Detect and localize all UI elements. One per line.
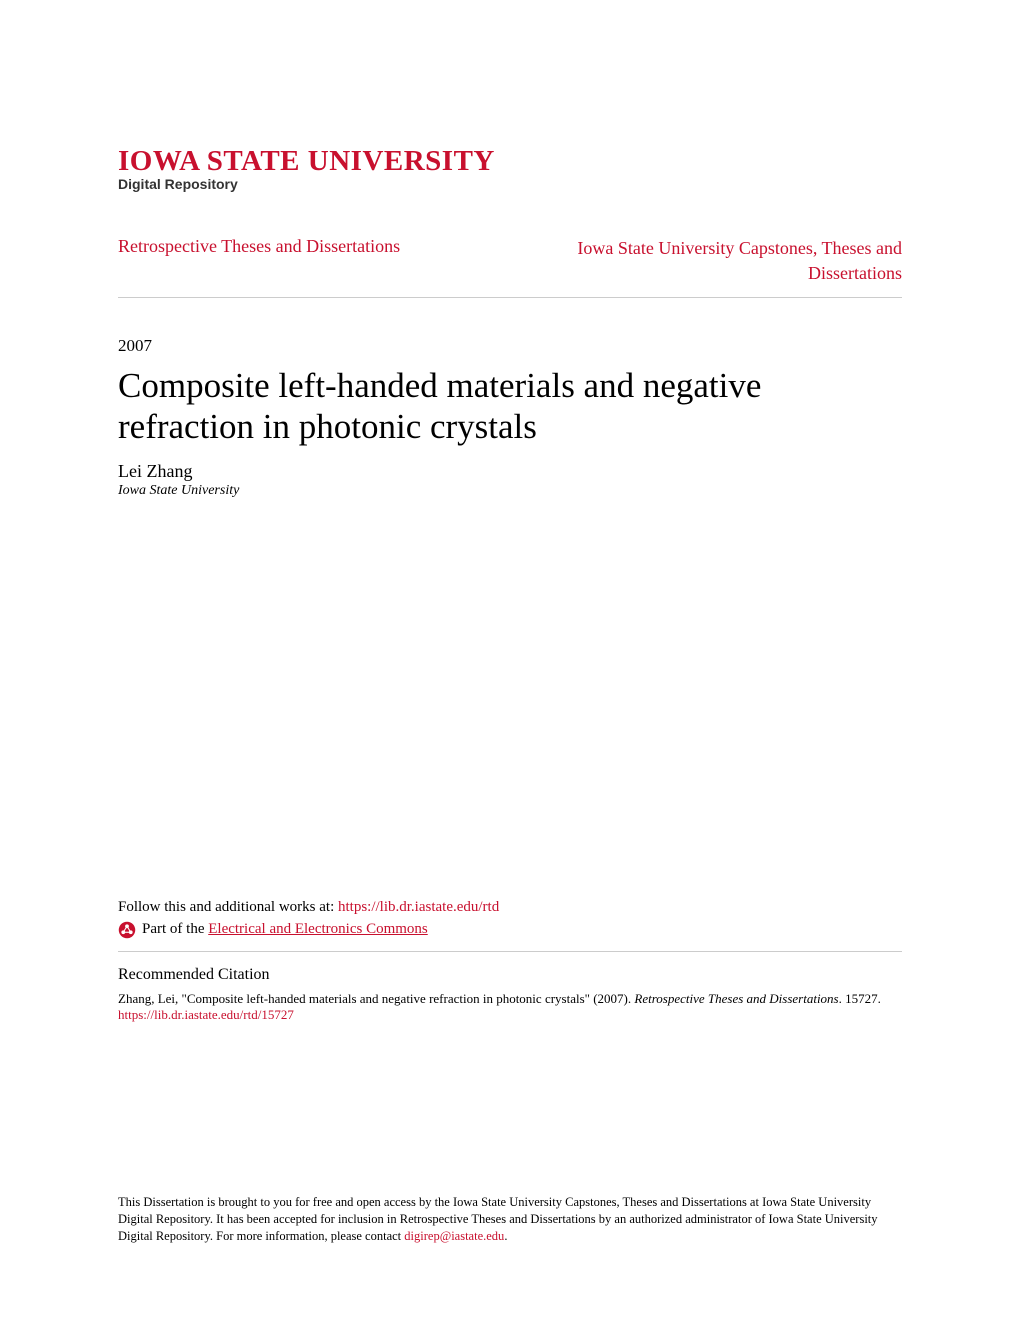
nav-left-link[interactable]: Retrospective Theses and Dissertations <box>118 236 400 257</box>
follow-section: Follow this and additional works at: htt… <box>118 899 902 916</box>
spacer <box>118 499 902 899</box>
publication-year: 2007 <box>118 336 902 356</box>
citation-text: Zhang, Lei, "Composite left-handed mater… <box>118 990 902 1008</box>
part-of-section: Part of the Electrical and Electronics C… <box>118 921 902 952</box>
nav-right-link[interactable]: Iowa State University Capstones, Theses … <box>542 236 902 286</box>
nav-row: Retrospective Theses and Dissertations I… <box>118 222 902 298</box>
follow-prefix: Follow this and additional works at: <box>118 899 338 915</box>
logo-main: Iowa State University <box>118 145 902 178</box>
logo-block: Iowa State University Digital Repository <box>118 145 902 192</box>
citation-prefix: Zhang, Lei, "Composite left-handed mater… <box>118 991 634 1006</box>
citation-italic: Retrospective Theses and Dissertations <box>634 991 838 1006</box>
partof-link[interactable]: Electrical and Electronics Commons <box>208 921 428 937</box>
citation-link[interactable]: https://lib.dr.iastate.edu/rtd/15727 <box>118 1007 902 1023</box>
footer-suffix: . <box>504 1229 507 1243</box>
author-name: Lei Zhang <box>118 461 902 482</box>
citation-heading: Recommended Citation <box>118 966 902 984</box>
author-affiliation: Iowa State University <box>118 483 902 499</box>
follow-link[interactable]: https://lib.dr.iastate.edu/rtd <box>338 899 499 915</box>
footer-text: This Dissertation is brought to you for … <box>118 1194 902 1245</box>
document-title: Composite left-handed materials and nega… <box>118 366 902 447</box>
citation-suffix: . 15727. <box>839 991 881 1006</box>
footer-email-link[interactable]: digirep@iastate.edu <box>404 1229 504 1243</box>
partof-prefix: Part of the <box>142 921 208 937</box>
logo-sub: Digital Repository <box>118 176 902 192</box>
network-icon <box>118 921 136 939</box>
